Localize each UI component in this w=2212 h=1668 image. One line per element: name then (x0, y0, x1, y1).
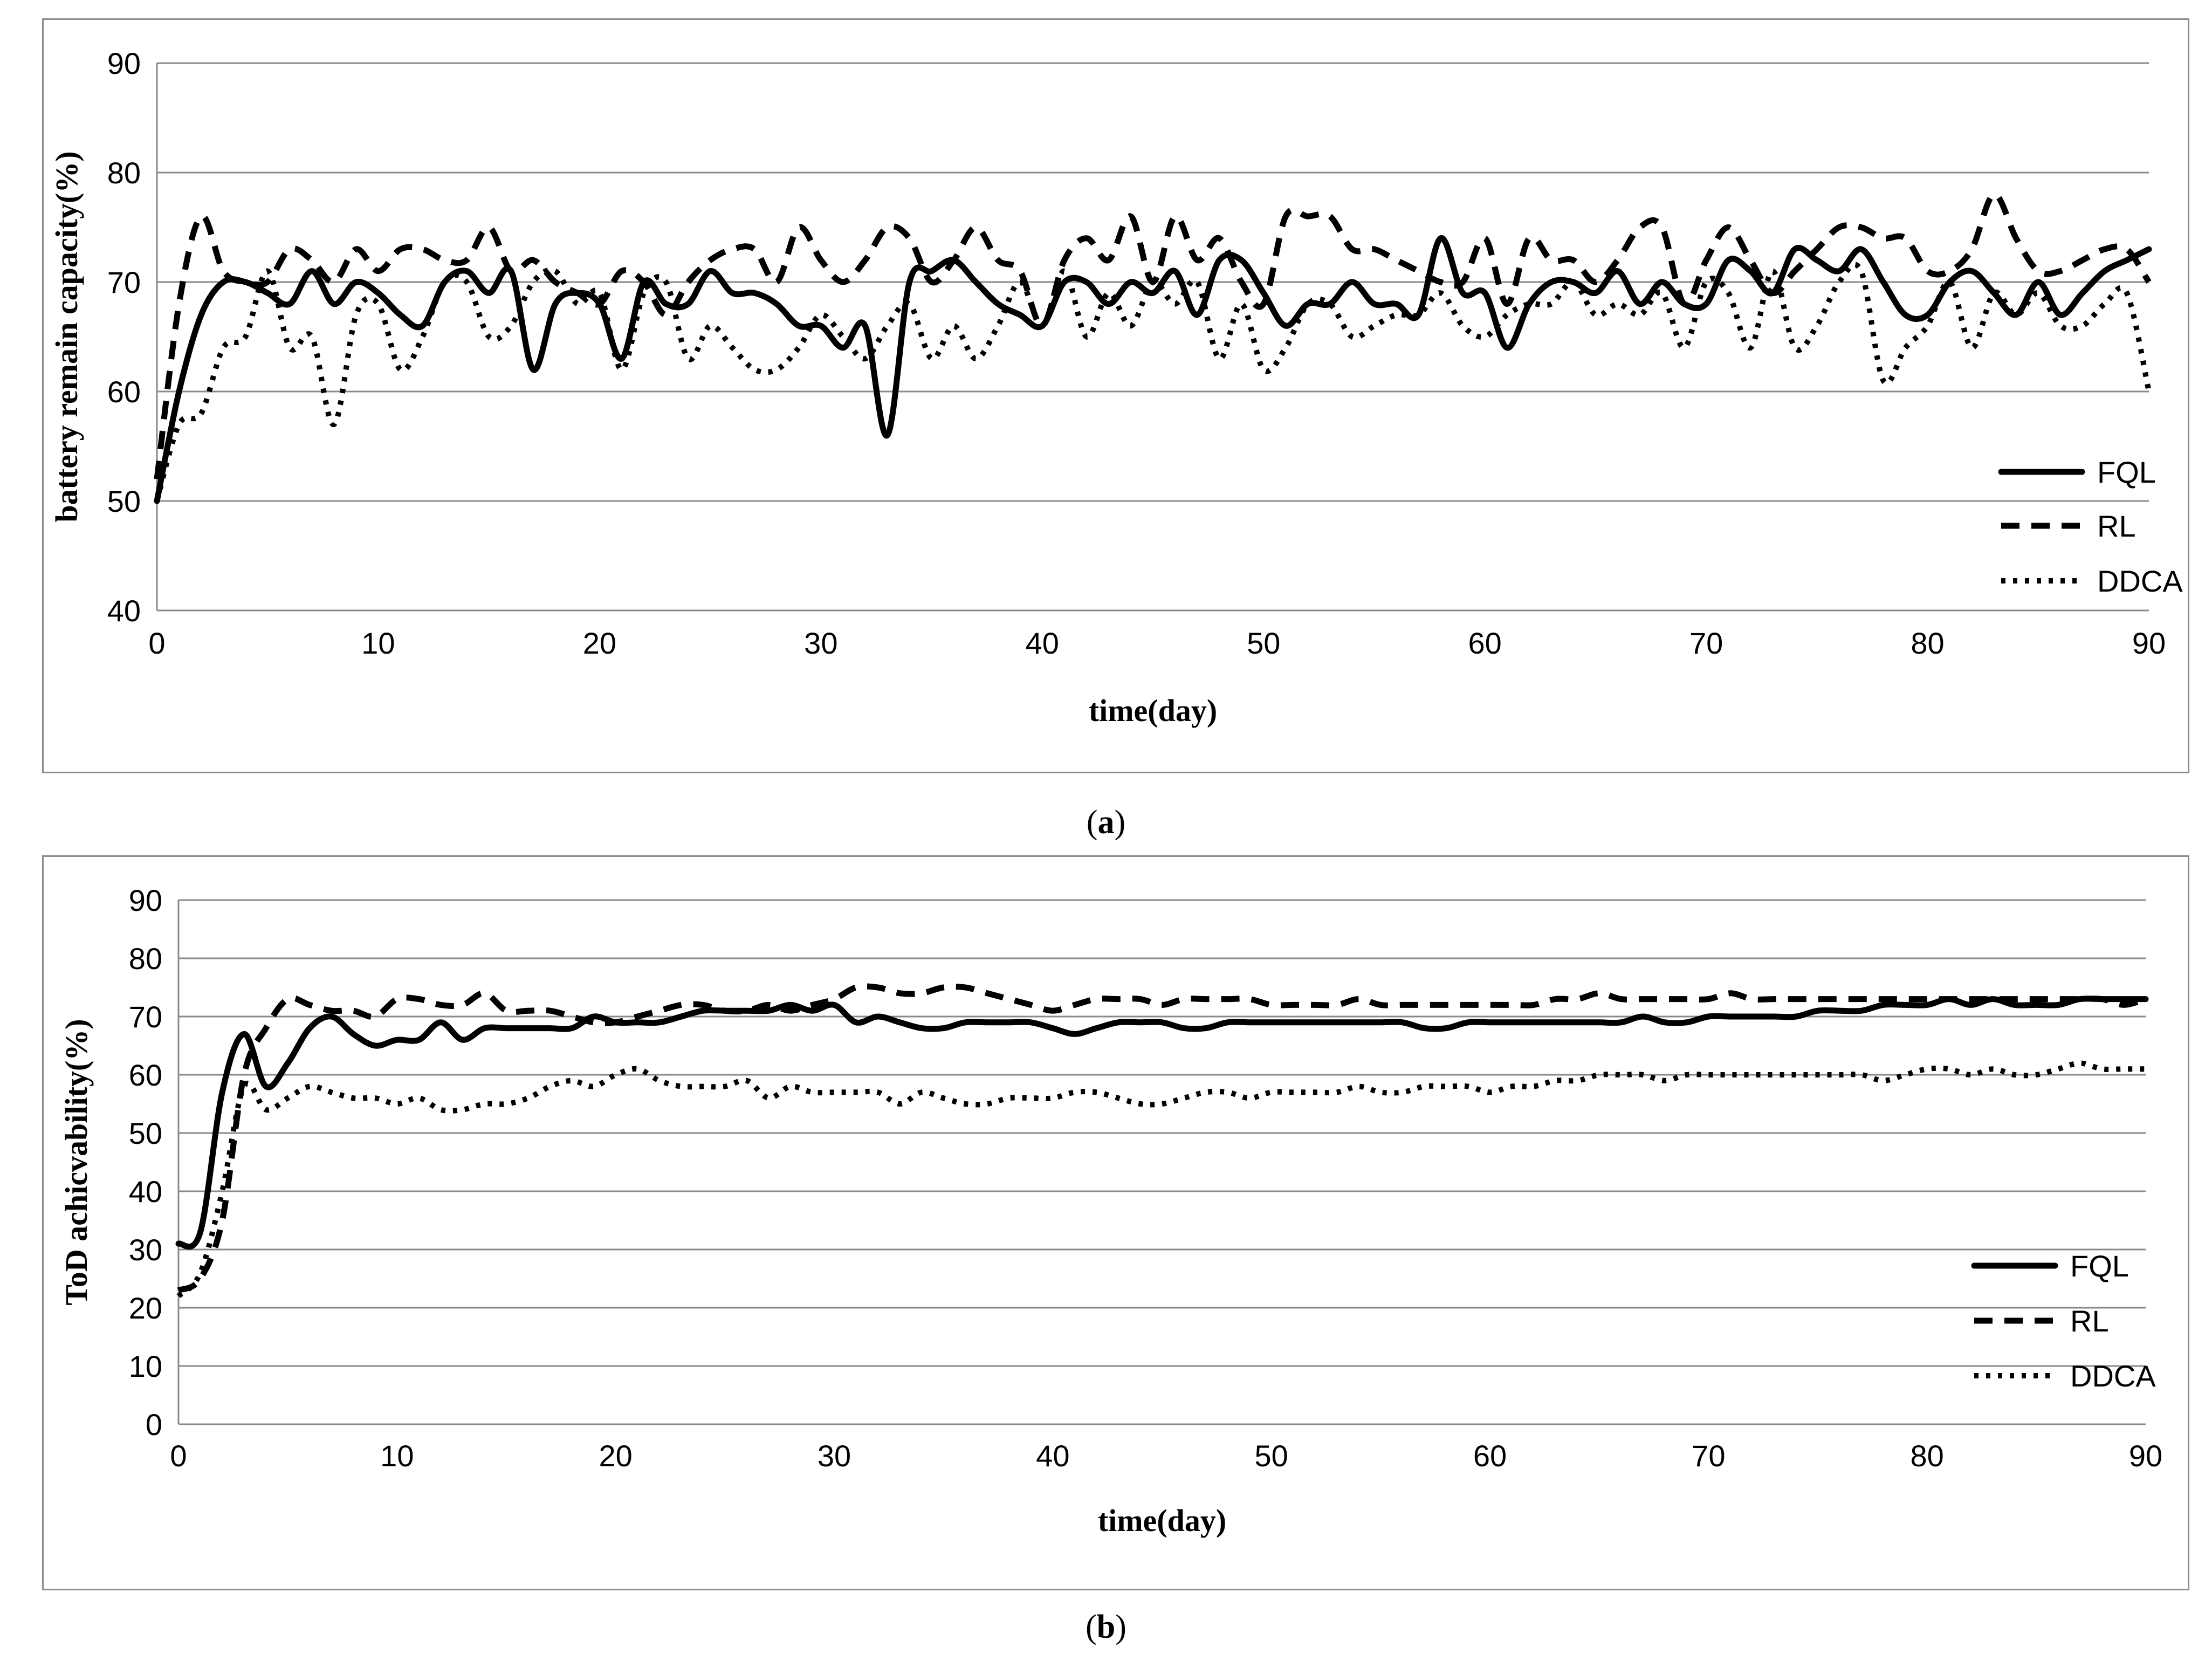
y-tick-label: 10 (129, 1349, 162, 1383)
x-tick-label: 40 (1026, 626, 1059, 660)
legend-label-rl: RL (2070, 1304, 2109, 1338)
y-tick-label: 70 (107, 265, 141, 299)
x-tick-label: 10 (361, 626, 395, 660)
y-axis-title: ToD achicvability(%) (59, 1019, 94, 1305)
y-tick-label: 50 (129, 1116, 162, 1150)
caption-a: (a) (0, 804, 2212, 842)
series-line-ddca (176, 1060, 2146, 1299)
x-tick-label: 50 (1247, 626, 1280, 660)
caption-b-letter: b (1096, 1609, 1116, 1645)
y-tick-label: 60 (129, 1058, 162, 1092)
y-tick-label: 0 (146, 1408, 162, 1442)
x-tick-label: 60 (1468, 626, 1502, 660)
caption-a-letter: a (1097, 804, 1115, 841)
y-axis-title: battery remain capacity(%) (49, 151, 84, 522)
x-axis-title: time(day) (1098, 1503, 1226, 1538)
x-tick-label: 30 (804, 626, 837, 660)
y-tick-label: 50 (107, 484, 141, 518)
series-line-rl (177, 983, 2147, 1293)
y-tick-label: 20 (129, 1291, 162, 1325)
caption-b: (b) (0, 1608, 2212, 1646)
legend-label-ddca: DDCA (2070, 1359, 2156, 1393)
y-tick-label: 40 (129, 1175, 162, 1209)
series-line-fql (154, 235, 2152, 504)
y-tick-label: 70 (129, 1000, 162, 1034)
caption-a-open: ( (1086, 804, 1098, 841)
legend-label-fql: FQL (2097, 455, 2156, 489)
legend-label-fql: FQL (2070, 1249, 2129, 1283)
x-tick-label: 20 (599, 1439, 633, 1473)
x-tick-label: 30 (818, 1439, 851, 1473)
x-tick-label: 0 (148, 626, 165, 660)
x-tick-label: 80 (1911, 1439, 1944, 1473)
x-tick-label: 20 (583, 626, 616, 660)
x-tick-label: 50 (1255, 1439, 1288, 1473)
y-tick-label: 30 (129, 1233, 162, 1267)
caption-a-close: ) (1114, 804, 1126, 841)
x-tick-label: 90 (2129, 1439, 2162, 1473)
chart-panel-b: 0 10 20 30 40 50 60 70 80 90 0 10 20 30 40 50 60 70 80 90 ti… (42, 855, 2189, 1590)
chart-panel-a: 40 50 60 70 80 90 0 10 20 30 40 50 60 70 80 90 time(day)… (42, 18, 2189, 773)
series-line-fql (175, 996, 2149, 1250)
y-tick-label: 80 (129, 942, 162, 976)
x-axis-title: time(day) (1089, 693, 1217, 728)
legend-label-ddca: DDCA (2097, 564, 2183, 598)
x-tick-label: 80 (1911, 626, 1944, 660)
caption-b-open: ( (1086, 1609, 1097, 1645)
x-tick-label: 0 (170, 1439, 187, 1473)
legend-label-rl: RL (2097, 509, 2136, 543)
y-tick-label: 60 (107, 375, 141, 409)
y-tick-label: 80 (107, 156, 141, 190)
y-tick-label: 90 (129, 883, 162, 917)
series-line-rl (154, 191, 2152, 480)
y-tick-label: 90 (107, 46, 141, 80)
x-tick-label: 10 (380, 1439, 414, 1473)
caption-b-close: ) (1115, 1609, 1126, 1645)
x-tick-label: 70 (1692, 1439, 1725, 1473)
x-tick-label: 40 (1036, 1439, 1069, 1473)
tod-achievability-chart: 0 10 20 30 40 50 60 70 80 90 0 10 20 30 40 50 60 70 80 90 ti… (59, 883, 2162, 1538)
series-line-ddca (154, 262, 2152, 502)
battery-capacity-chart: 40 50 60 70 80 90 0 10 20 30 40 50 60 70 80 90 time(day)… (49, 46, 2183, 728)
x-tick-label: 90 (2132, 626, 2166, 660)
y-tick-label: 40 (107, 594, 141, 628)
x-tick-label: 60 (1473, 1439, 1507, 1473)
x-tick-label: 70 (1689, 626, 1723, 660)
